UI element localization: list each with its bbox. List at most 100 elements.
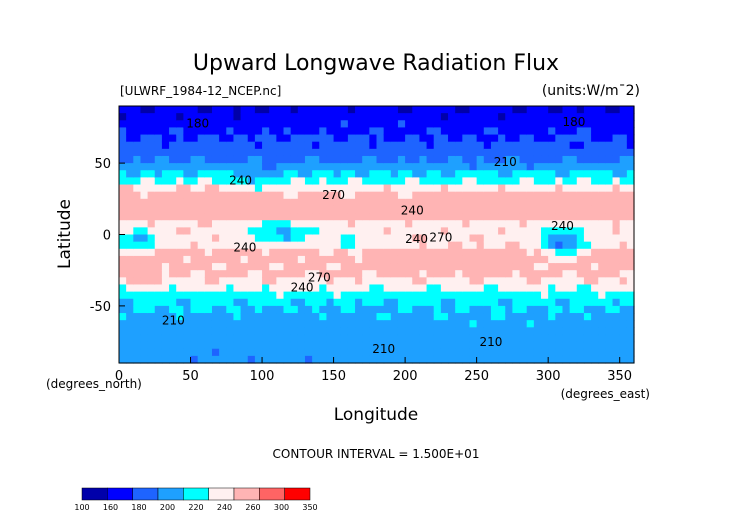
heatmap-cell (276, 177, 285, 186)
heatmap-cell (119, 120, 127, 129)
heatmap-cell (204, 270, 213, 278)
heatmap-cell (612, 213, 621, 221)
heatmap-cell (219, 213, 227, 221)
heatmap-cell (176, 106, 184, 114)
heatmap-cell (448, 170, 456, 178)
heatmap-cells (119, 106, 635, 364)
heatmap-cell (319, 334, 328, 343)
heatmap-cell (412, 134, 421, 143)
heatmap-cell (462, 113, 471, 121)
heatmap-cell (283, 205, 292, 214)
heatmap-cell (390, 163, 399, 171)
heatmap-cell (211, 198, 220, 207)
heatmap-cell (340, 277, 349, 286)
heatmap-cell (440, 170, 449, 178)
heatmap-cell (526, 134, 535, 143)
heatmap-cell (219, 298, 227, 307)
heatmap-cell (462, 298, 471, 307)
heatmap-cell (154, 191, 163, 200)
heatmap-cell (512, 241, 521, 250)
heatmap-cell (169, 277, 177, 286)
heatmap-cell (476, 291, 485, 300)
heatmap-cell (333, 184, 342, 193)
heatmap-cell (176, 334, 184, 343)
heatmap-cell (455, 170, 463, 178)
heatmap-cell (290, 334, 299, 343)
heatmap-cell (505, 127, 513, 136)
heatmap-cell (583, 291, 592, 300)
heatmap-cell (247, 191, 256, 200)
heatmap-cell (276, 155, 285, 164)
heatmap-cell (290, 213, 299, 221)
heatmap-cell (462, 305, 471, 314)
heatmap-cell (605, 120, 614, 129)
heatmap-cell (312, 170, 320, 178)
heatmap-cell (533, 327, 542, 336)
heatmap-cell (126, 155, 134, 164)
heatmap-cell (355, 341, 363, 350)
heatmap-cell (462, 348, 471, 357)
heatmap-cell (226, 241, 235, 250)
heatmap-cell (512, 320, 521, 328)
heatmap-cell (376, 106, 385, 114)
heatmap-cell (376, 177, 385, 186)
heatmap-cell (276, 270, 285, 278)
heatmap-cell (483, 270, 492, 278)
heatmap-cell (555, 148, 564, 157)
heatmap-cell (440, 205, 449, 214)
heatmap-cell (326, 241, 335, 250)
heatmap-cell (526, 355, 535, 364)
heatmap-cell (605, 248, 614, 257)
heatmap-cell (619, 170, 628, 178)
heatmap-cell (476, 327, 485, 336)
heatmap-cell (505, 120, 513, 129)
heatmap-cell (161, 134, 170, 143)
heatmap-cell (369, 163, 378, 171)
heatmap-cell (154, 141, 163, 150)
heatmap-cell (254, 220, 263, 228)
heatmap-cell (233, 277, 242, 286)
heatmap-cell (548, 184, 556, 193)
heatmap-cell (119, 313, 127, 321)
heatmap-cell (233, 320, 242, 328)
heatmap-cell (140, 177, 149, 186)
heatmap-cell (505, 320, 513, 328)
heatmap-cell (576, 348, 585, 357)
heatmap-cell (119, 227, 127, 236)
heatmap-cell (469, 191, 478, 200)
heatmap-cell (240, 163, 249, 171)
heatmap-cell (355, 220, 363, 228)
heatmap-cell (619, 148, 628, 157)
heatmap-cell (626, 234, 635, 243)
heatmap-cell (612, 170, 621, 178)
heatmap-cell (383, 227, 392, 236)
heatmap-cell (426, 277, 435, 286)
heatmap-cell (211, 263, 220, 271)
heatmap-cell (362, 113, 370, 121)
colorbar-label: 160 (103, 503, 118, 512)
heatmap-cell (347, 184, 356, 193)
heatmap-cell (304, 320, 313, 328)
heatmap-cell (376, 327, 385, 336)
heatmap-cell (355, 127, 363, 136)
y-tick-label: 50 (94, 157, 111, 172)
heatmap-cell (433, 120, 442, 129)
heatmap-cell (440, 341, 449, 350)
heatmap-cell (369, 277, 378, 286)
heatmap-cell (612, 120, 621, 129)
heatmap-cell (133, 205, 142, 214)
heatmap-cell (240, 348, 249, 357)
heatmap-cell (319, 191, 328, 200)
heatmap-cell (626, 177, 635, 186)
heatmap-cell (333, 127, 342, 136)
heatmap-cell (126, 184, 134, 193)
heatmap-cell (448, 106, 456, 114)
heatmap-cell (605, 320, 614, 328)
heatmap-cell (469, 334, 478, 343)
heatmap-cell (283, 355, 292, 364)
heatmap-cell (219, 263, 227, 271)
heatmap-cell (355, 234, 363, 243)
heatmap-cell (347, 270, 356, 278)
heatmap-cell (254, 348, 263, 357)
heatmap-cell (569, 298, 578, 307)
